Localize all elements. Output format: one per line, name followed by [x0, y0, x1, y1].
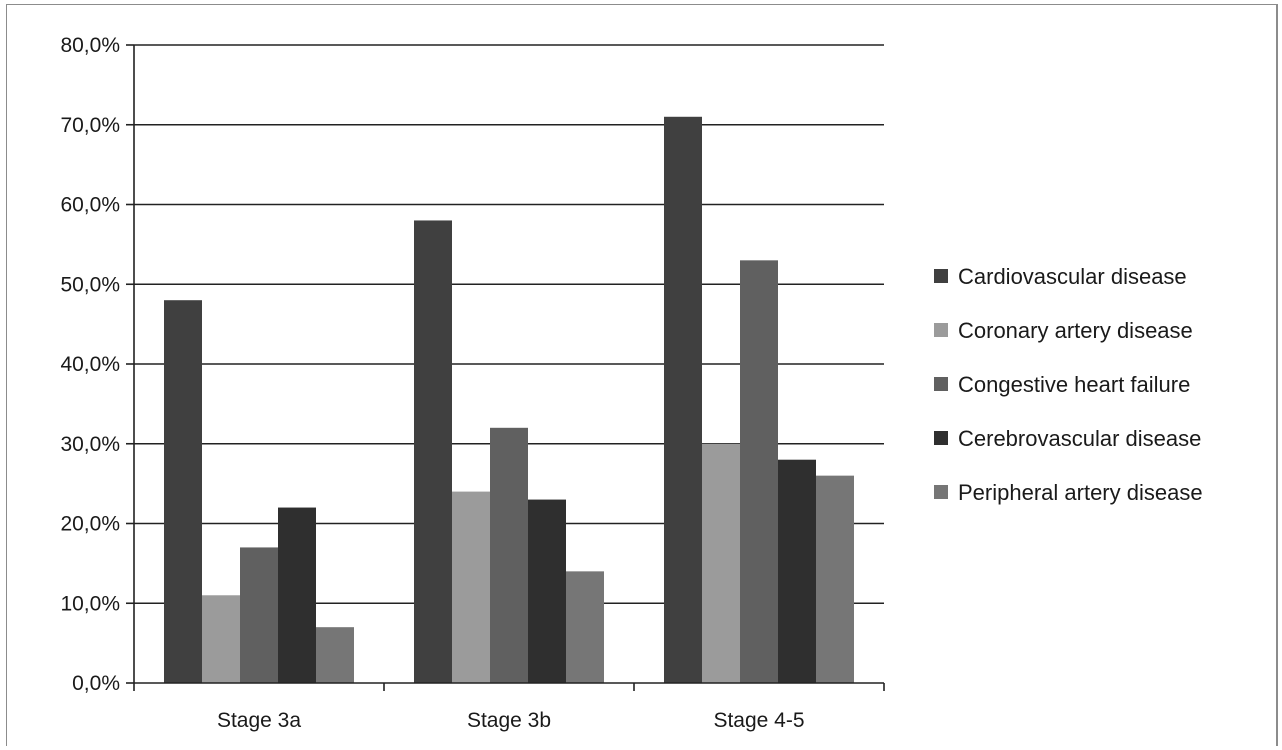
legend-label: Cardiovascular disease: [958, 264, 1187, 289]
bar: [490, 427, 528, 683]
bar: [164, 300, 202, 683]
legend-item: Coronary artery disease: [934, 318, 1193, 343]
legend-item: Cardiovascular disease: [934, 264, 1187, 289]
bar: [452, 491, 490, 683]
bar: [202, 595, 240, 683]
legend-item: Cerebrovascular disease: [934, 426, 1201, 451]
legend-item: Congestive heart failure: [934, 372, 1190, 397]
y-tick-label: 10,0%: [60, 592, 120, 615]
axes: [126, 44, 885, 691]
bar: [778, 459, 816, 683]
legend-swatch: [934, 431, 948, 445]
y-tick-label: 70,0%: [60, 114, 120, 137]
legend-swatch: [934, 485, 948, 499]
legend-label: Peripheral artery disease: [958, 480, 1203, 505]
x-tick-label: Stage 3a: [217, 709, 301, 732]
x-tick-labels: Stage 3a Stage 3b Stage 4-5: [217, 709, 805, 732]
legend-swatch: [934, 269, 948, 283]
x-tick-label: Stage 3b: [467, 709, 551, 732]
y-tick-labels: 0,0% 10,0% 20,0% 30,0% 40,0% 50,0% 60,0% 70,0% 8…: [60, 34, 120, 695]
bar: [740, 260, 778, 683]
bar: [566, 571, 604, 683]
bar: [240, 547, 278, 683]
y-tick-label: 0,0%: [72, 672, 120, 695]
y-tick-label: 80,0%: [60, 34, 120, 57]
bar: [278, 507, 316, 683]
bar: [816, 475, 854, 683]
y-tick-label: 60,0%: [60, 194, 120, 217]
legend-label: Coronary artery disease: [958, 318, 1193, 343]
legend-label: Cerebrovascular disease: [958, 426, 1201, 451]
legend-item: Peripheral artery disease: [934, 480, 1203, 505]
y-tick-label: 50,0%: [60, 273, 120, 296]
bar: [664, 116, 702, 683]
bar: [316, 627, 354, 683]
legend-swatch: [934, 323, 948, 337]
legend-label: Congestive heart failure: [958, 372, 1190, 397]
y-tick-label: 40,0%: [60, 353, 120, 376]
bar: [702, 443, 740, 683]
x-tick-label: Stage 4-5: [713, 709, 804, 732]
y-tick-label: 30,0%: [60, 433, 120, 456]
legend-swatch: [934, 377, 948, 391]
legend: Cardiovascular disease Coronary artery di…: [934, 264, 1203, 505]
bar: [414, 220, 452, 683]
bars: [164, 116, 854, 683]
y-tick-label: 20,0%: [60, 513, 120, 536]
bar: [528, 499, 566, 683]
